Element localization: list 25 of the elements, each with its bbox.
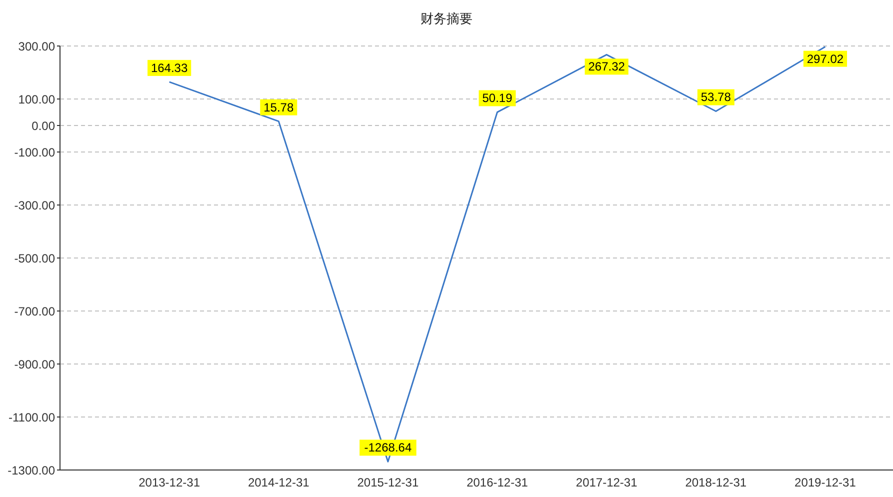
y-tick-label: -1300.00 (8, 463, 56, 478)
data-label: -1268.64 (364, 440, 412, 455)
data-label: 53.78 (700, 90, 732, 104)
data-label: 297.02 (806, 52, 844, 66)
x-tick-label: 2018-12-31 (685, 476, 747, 490)
y-tick-label: -700.00 (14, 304, 56, 318)
y-tick-label: -1100.00 (8, 410, 56, 424)
chart-title: 财务摘要 (420, 10, 474, 28)
x-tick-label: 2017-12-31 (576, 476, 638, 490)
y-tick-label: -100.00 (14, 145, 56, 160)
x-tick-label: 2013-12-31 (138, 476, 200, 490)
data-label: 15.78 (264, 100, 294, 114)
x-tick-label: 2016-12-31 (466, 476, 528, 490)
x-tick-label: 2015-12-31 (357, 476, 419, 490)
y-tick-label: -900.00 (14, 357, 56, 372)
y-tick-label: -500.00 (14, 251, 56, 266)
data-label: 267.32 (588, 60, 626, 74)
x-tick-label: 2019-12-31 (794, 476, 856, 490)
y-tick-label: 0.00 (32, 118, 56, 133)
x-tick-label: 2014-12-31 (248, 476, 310, 490)
y-tick-label: -300.00 (14, 198, 56, 212)
y-tick-label: 100.00 (18, 92, 56, 106)
y-tick-label: 300.00 (18, 39, 56, 54)
data-label: 50.19 (482, 91, 513, 106)
data-label: 164.33 (150, 60, 188, 75)
